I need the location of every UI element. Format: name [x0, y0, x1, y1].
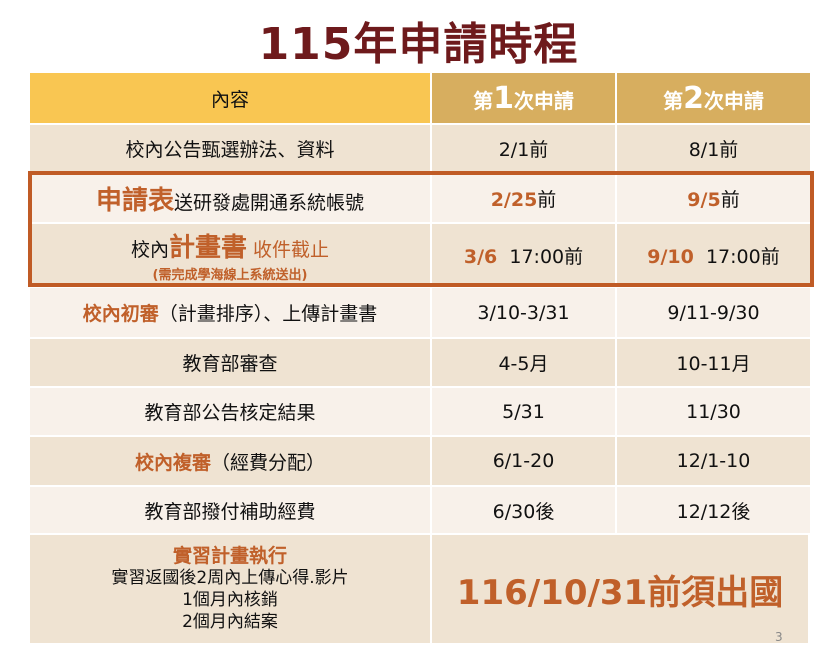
table-row: 校內複審（經費分配） 6/1-20 12/1-10 — [30, 437, 810, 487]
table-row: 校內初審（計畫排序）、上傳計畫書 3/10-3/31 9/11-9/30 — [30, 288, 810, 339]
table-row: 校內公告甄選辦法、資料 2/1前 8/1前 — [30, 125, 810, 174]
header-round-1: 第1次申請 — [432, 73, 617, 123]
highlight-box — [28, 171, 814, 287]
page-title: 115年申請時程 — [258, 19, 579, 70]
header-round-2: 第2次申請 — [617, 73, 810, 123]
table-row: 申請表送研發處開通系統帳號 2/25前 9/5前 — [30, 174, 810, 224]
table-row: 實習計畫執行 實習返國後2周內上傳心得.影片 1個月內核銷 2個月內結案 116/1… — [30, 535, 810, 643]
table-row: 教育部撥付補助經費 6/30後 12/12後 — [30, 487, 810, 535]
header-content: 內容 — [30, 73, 432, 123]
table-row: 校內計畫書 收件截止 (需完成學海線上系統送出) 3/6 17:00前 9/10 … — [30, 224, 810, 288]
table-row: 教育部公告核定結果 5/31 11/30 — [30, 388, 810, 437]
table-header: 內容 第1次申請 第2次申請 — [30, 73, 810, 125]
schedule-table: 內容 第1次申請 第2次申請 校內公告甄選辦法、資料 2/1前 8/1前 申請表… — [30, 73, 810, 643]
table-row: 教育部審查 4-5月 10-11月 — [30, 339, 810, 388]
page-number: 3 — [775, 630, 783, 644]
